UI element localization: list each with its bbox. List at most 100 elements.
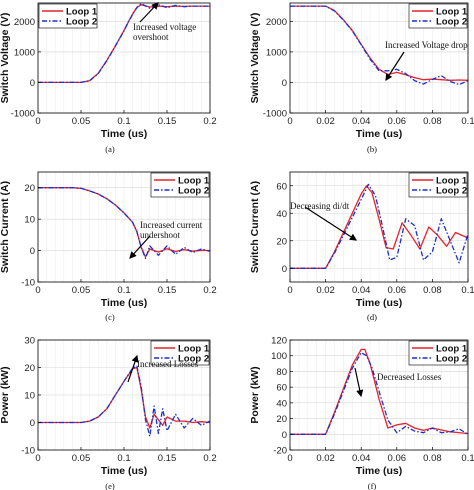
legend-label-1: Loop 1 xyxy=(66,7,98,18)
x-tick-label: 0 xyxy=(35,116,40,127)
x-tick-label: 0 xyxy=(35,453,40,464)
plot-frame xyxy=(289,171,469,283)
legend-label-1: Loop 1 xyxy=(178,176,210,187)
x-tick-label: 0.05 xyxy=(72,453,91,464)
legend-box xyxy=(150,340,210,366)
series-line-1 xyxy=(290,348,469,435)
y-tick-label: 0 xyxy=(30,418,35,429)
x-tick-label: 0.08 xyxy=(423,116,442,127)
series-line-2 xyxy=(38,187,211,260)
x-tick-label: 0.08 xyxy=(423,285,442,296)
y-tick-label: 0 xyxy=(282,78,287,89)
annotation-text: Increased current xyxy=(140,220,203,230)
x-tick-label: 0.06 xyxy=(388,453,407,464)
y-tick-label: -20 xyxy=(273,446,287,457)
x-tick-label: 0.02 xyxy=(316,116,335,127)
y-tick-label: 20 xyxy=(24,363,35,374)
x-axis-label: Time (us) xyxy=(101,297,147,309)
y-tick-label: 0 xyxy=(282,430,287,441)
panel-label: (a) xyxy=(105,144,115,154)
annotation-text: Increased Voltage drop xyxy=(385,40,468,50)
x-tick-label: 0 xyxy=(287,285,292,296)
chart-panel-d: 0 0.02 0.04 0.06 0.08 0.1 0 20 40 60 Time (us) Swit… xyxy=(249,171,474,322)
y-tick-label: 20 xyxy=(276,236,287,247)
y-tick-label: 2000 xyxy=(266,17,287,28)
x-tick-label: 0.2 xyxy=(203,285,216,296)
x-axis-label: Time (us) xyxy=(101,465,147,477)
x-tick-label: 0.1 xyxy=(117,453,130,464)
annotation-arrow xyxy=(129,235,151,259)
plot-frame xyxy=(289,339,469,451)
annotation-text: Decreased Losses xyxy=(377,372,442,382)
annotation-arrow xyxy=(139,2,159,23)
annotation-arrow xyxy=(304,206,358,241)
x-tick-label: 0.02 xyxy=(316,453,335,464)
y-tick-label: 20 xyxy=(24,183,35,194)
y-tick-label: -1000 xyxy=(263,109,287,120)
x-tick-label: 0.15 xyxy=(158,285,177,296)
annotation-arrow xyxy=(127,354,139,383)
legend-label-2: Loop 2 xyxy=(436,17,467,28)
x-axis-label: Time (us) xyxy=(356,297,402,309)
y-tick-label: 120 xyxy=(271,336,287,347)
y-tick-label: 30 xyxy=(24,336,35,347)
y-axis-label: Switch Voltage (V) xyxy=(249,13,261,104)
legend-box xyxy=(150,172,210,198)
legend-box xyxy=(408,172,468,198)
y-tick-label: 0 xyxy=(30,246,35,257)
y-tick-label: 10 xyxy=(24,391,35,402)
series-line-2 xyxy=(290,183,469,269)
legend-label-2: Loop 2 xyxy=(66,17,97,28)
x-tick-label: 0.15 xyxy=(158,453,177,464)
x-tick-label: 0.08 xyxy=(423,453,442,464)
legend-label-2: Loop 2 xyxy=(178,186,209,197)
y-tick-label: 60 xyxy=(276,383,287,394)
legend-label-2: Loop 2 xyxy=(178,354,209,365)
x-tick-label: 0.05 xyxy=(72,116,91,127)
x-tick-label: 0.06 xyxy=(388,116,407,127)
legend-label-1: Loop 1 xyxy=(178,344,210,355)
y-axis-label: Switch Current (A) xyxy=(0,181,11,273)
panel-label: (f) xyxy=(368,481,377,490)
x-axis-label: Time (us) xyxy=(101,128,147,140)
plot-frame xyxy=(289,2,469,114)
y-tick-label: 100 xyxy=(271,351,287,362)
legend-box xyxy=(38,3,98,29)
y-axis-label: Power (kW) xyxy=(249,366,261,423)
x-tick-label: 0.2 xyxy=(203,453,216,464)
y-axis-label: Switch Current (A) xyxy=(249,181,261,273)
x-tick-label: 0.05 xyxy=(72,285,91,296)
y-tick-label: 0 xyxy=(30,78,35,89)
x-tick-label: 0.04 xyxy=(352,116,371,127)
x-tick-label: 0.02 xyxy=(316,285,335,296)
x-tick-label: 0.06 xyxy=(388,285,407,296)
x-tick-label: 0.1 xyxy=(117,285,130,296)
x-tick-label: 0.1 xyxy=(461,453,474,464)
y-axis-label: Power (kW) xyxy=(0,366,11,423)
y-axis-label: Switch Voltage (V) xyxy=(0,13,11,104)
annotation-text: overshoot xyxy=(133,32,169,42)
legend-box xyxy=(408,340,468,366)
x-tick-label: 0.2 xyxy=(203,116,216,127)
y-tick-label: 40 xyxy=(276,398,287,409)
legend-label-2: Loop 2 xyxy=(436,354,467,365)
legend-label-1: Loop 1 xyxy=(436,344,468,355)
y-tick-label: 80 xyxy=(276,367,287,378)
y-tick-label: 2000 xyxy=(14,17,35,28)
x-tick-label: 0.04 xyxy=(352,453,371,464)
y-tick-label: 1000 xyxy=(14,47,35,58)
y-tick-label: -10 xyxy=(21,278,35,289)
series-line-2 xyxy=(38,2,210,84)
panel-label: (b) xyxy=(367,144,377,154)
y-tick-label: 60 xyxy=(276,181,287,192)
legend-label-2: Loop 2 xyxy=(436,186,467,197)
y-tick-label: 20 xyxy=(276,414,287,425)
